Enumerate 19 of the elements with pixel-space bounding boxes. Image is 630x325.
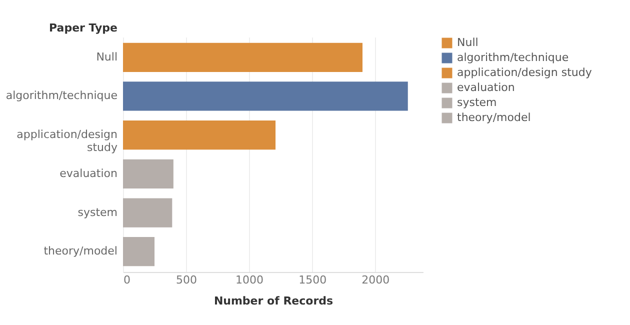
y-tick-label: evaluation [60,166,118,180]
y-axis-title: Paper Type [49,22,118,34]
legend-label: algorithm/technique [457,51,569,64]
y-tick-label: theory/model [44,244,118,258]
x-tick-label: 500 [176,274,198,286]
x-tick-label: 0 [124,274,130,286]
y-tick-label: algorithm/technique [6,89,118,102]
x-tick-label: 1500 [298,274,327,286]
x-tick-label: 1000 [236,274,264,286]
legend-label: theory/model [457,111,531,124]
legend-label: system [457,96,497,109]
x-tick-label: 2000 [362,274,390,286]
legend-label: Null [457,36,478,49]
y-tick-label: Null [96,50,118,64]
x-axis-title: Number of Records [214,294,334,308]
legend-label: evaluation [457,81,515,94]
legend-label: application/design study [457,66,592,79]
y-tick-label: application/design study [16,128,118,154]
y-tick-label: system [78,206,118,219]
